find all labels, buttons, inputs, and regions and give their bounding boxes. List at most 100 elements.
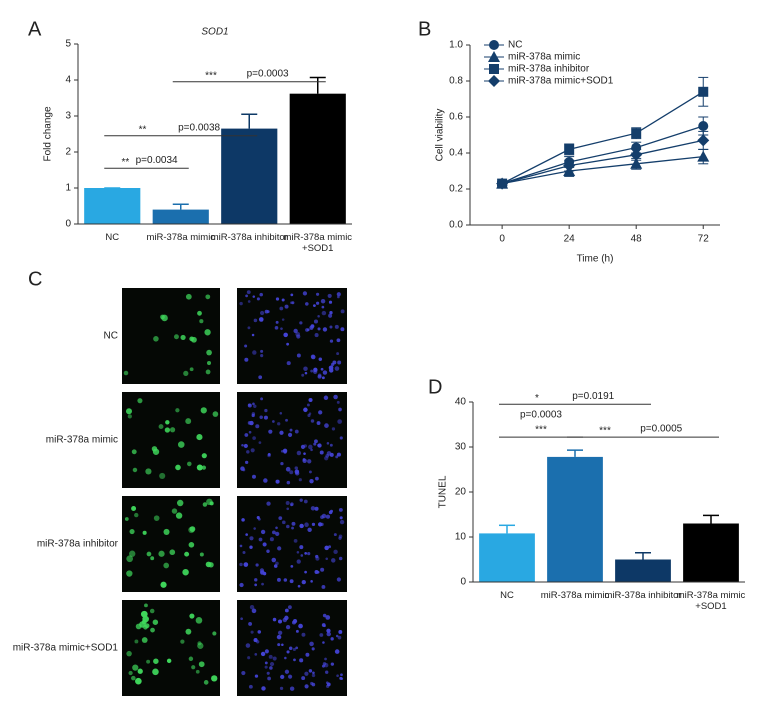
cell-dot bbox=[255, 563, 259, 567]
cell-dot bbox=[252, 350, 257, 355]
y-tick-label: 0 bbox=[460, 577, 466, 588]
cell-dot bbox=[302, 458, 306, 461]
cell-dot bbox=[240, 617, 243, 621]
significance-stars: *** bbox=[535, 425, 547, 436]
cell-dot bbox=[205, 369, 211, 375]
cell-dot bbox=[244, 344, 248, 348]
cell-dot bbox=[318, 357, 323, 361]
cell-dot bbox=[197, 642, 204, 649]
cell-dot bbox=[152, 619, 159, 625]
cell-dot bbox=[329, 311, 333, 315]
significance-stars: *** bbox=[599, 426, 611, 437]
cell-dot bbox=[254, 578, 258, 582]
cell-dot bbox=[131, 506, 137, 511]
significance-p: p=0.0005 bbox=[640, 424, 682, 435]
cell-dot bbox=[299, 658, 304, 663]
cell-dot bbox=[182, 568, 189, 576]
cell-dot bbox=[266, 549, 270, 553]
cell-dot bbox=[328, 365, 334, 371]
cell-dot bbox=[321, 376, 325, 380]
cell-dot bbox=[340, 327, 345, 332]
cell-dot bbox=[189, 526, 196, 532]
cell-dot bbox=[201, 465, 207, 470]
cell-dot bbox=[295, 629, 299, 633]
cell-dot bbox=[175, 408, 180, 413]
cell-dot bbox=[146, 659, 151, 664]
cell-dot bbox=[129, 550, 136, 557]
cell-dot bbox=[277, 546, 282, 551]
y-tick-label: 1 bbox=[65, 183, 71, 194]
cell-dot bbox=[290, 301, 293, 305]
cell-dot bbox=[287, 432, 293, 437]
cell-dot bbox=[330, 662, 335, 666]
cell-dot bbox=[243, 443, 248, 449]
cell-dot bbox=[241, 670, 246, 676]
x-tick-label: miR-378a mimic +SOD1 bbox=[676, 590, 746, 612]
cell-dot bbox=[293, 658, 296, 662]
cell-dot bbox=[301, 373, 305, 377]
cell-dot bbox=[304, 552, 308, 555]
bar bbox=[152, 209, 209, 224]
y-tick-label: 1.0 bbox=[449, 40, 463, 51]
cell-dot bbox=[317, 522, 323, 527]
cell-dot bbox=[245, 460, 249, 465]
cell-dot bbox=[322, 327, 328, 332]
x-tick-label: miR-378a mimic bbox=[540, 590, 610, 601]
cell-dot bbox=[284, 304, 289, 309]
cell-dot bbox=[279, 411, 283, 415]
marker bbox=[698, 86, 709, 97]
bar bbox=[479, 533, 535, 582]
cell-dot bbox=[248, 430, 252, 434]
cell-dot bbox=[285, 501, 290, 506]
cell-dot bbox=[313, 319, 319, 324]
cell-dot bbox=[277, 630, 283, 635]
y-tick-label: 2 bbox=[65, 147, 71, 158]
cell-dot bbox=[126, 650, 132, 657]
cell-dot bbox=[255, 640, 260, 644]
marker bbox=[631, 128, 642, 139]
cell-dot bbox=[131, 449, 137, 455]
cell-dot bbox=[328, 300, 333, 304]
cell-dot bbox=[320, 567, 325, 572]
series-line bbox=[501, 139, 704, 185]
cell-dot bbox=[159, 472, 166, 479]
cell-dot bbox=[258, 375, 263, 380]
cell-dot bbox=[209, 501, 214, 506]
cell-dot bbox=[264, 665, 268, 669]
cell-dot bbox=[191, 336, 197, 343]
cell-dot bbox=[258, 537, 263, 542]
cell-dot bbox=[329, 339, 334, 343]
cell-dot bbox=[243, 562, 249, 567]
cell-dot bbox=[328, 313, 333, 318]
cell-dot bbox=[284, 669, 290, 674]
cell-dot bbox=[180, 639, 185, 644]
cell-dot bbox=[316, 421, 321, 425]
cell-dot bbox=[126, 555, 134, 563]
cell-dot bbox=[321, 585, 326, 589]
cell-dot bbox=[207, 361, 212, 366]
cell-dot bbox=[264, 408, 268, 413]
cell-dot bbox=[309, 641, 314, 647]
cell-dot bbox=[293, 328, 298, 334]
cell-dot bbox=[325, 557, 329, 561]
cell-dot bbox=[240, 466, 245, 471]
cell-dot bbox=[336, 452, 341, 457]
legend-marker bbox=[489, 64, 499, 74]
cell-dot bbox=[264, 649, 269, 654]
y-tick-label: 4 bbox=[65, 75, 71, 86]
cell-dot bbox=[166, 658, 172, 664]
cell-dot bbox=[308, 444, 313, 450]
panel-label: C bbox=[28, 268, 42, 290]
cell-dot bbox=[247, 326, 251, 330]
cell-dot bbox=[338, 556, 343, 561]
cell-dot bbox=[158, 424, 164, 430]
significance-p: p=0.0003 bbox=[520, 410, 562, 421]
cell-dot bbox=[307, 552, 311, 556]
cell-dot bbox=[160, 581, 167, 588]
cell-dot bbox=[196, 434, 203, 441]
x-tick-label: 0 bbox=[499, 234, 505, 245]
cell-dot bbox=[253, 527, 256, 530]
y-tick-label: 0.2 bbox=[449, 184, 463, 195]
cell-dot bbox=[250, 630, 254, 634]
cell-dot bbox=[277, 422, 281, 426]
